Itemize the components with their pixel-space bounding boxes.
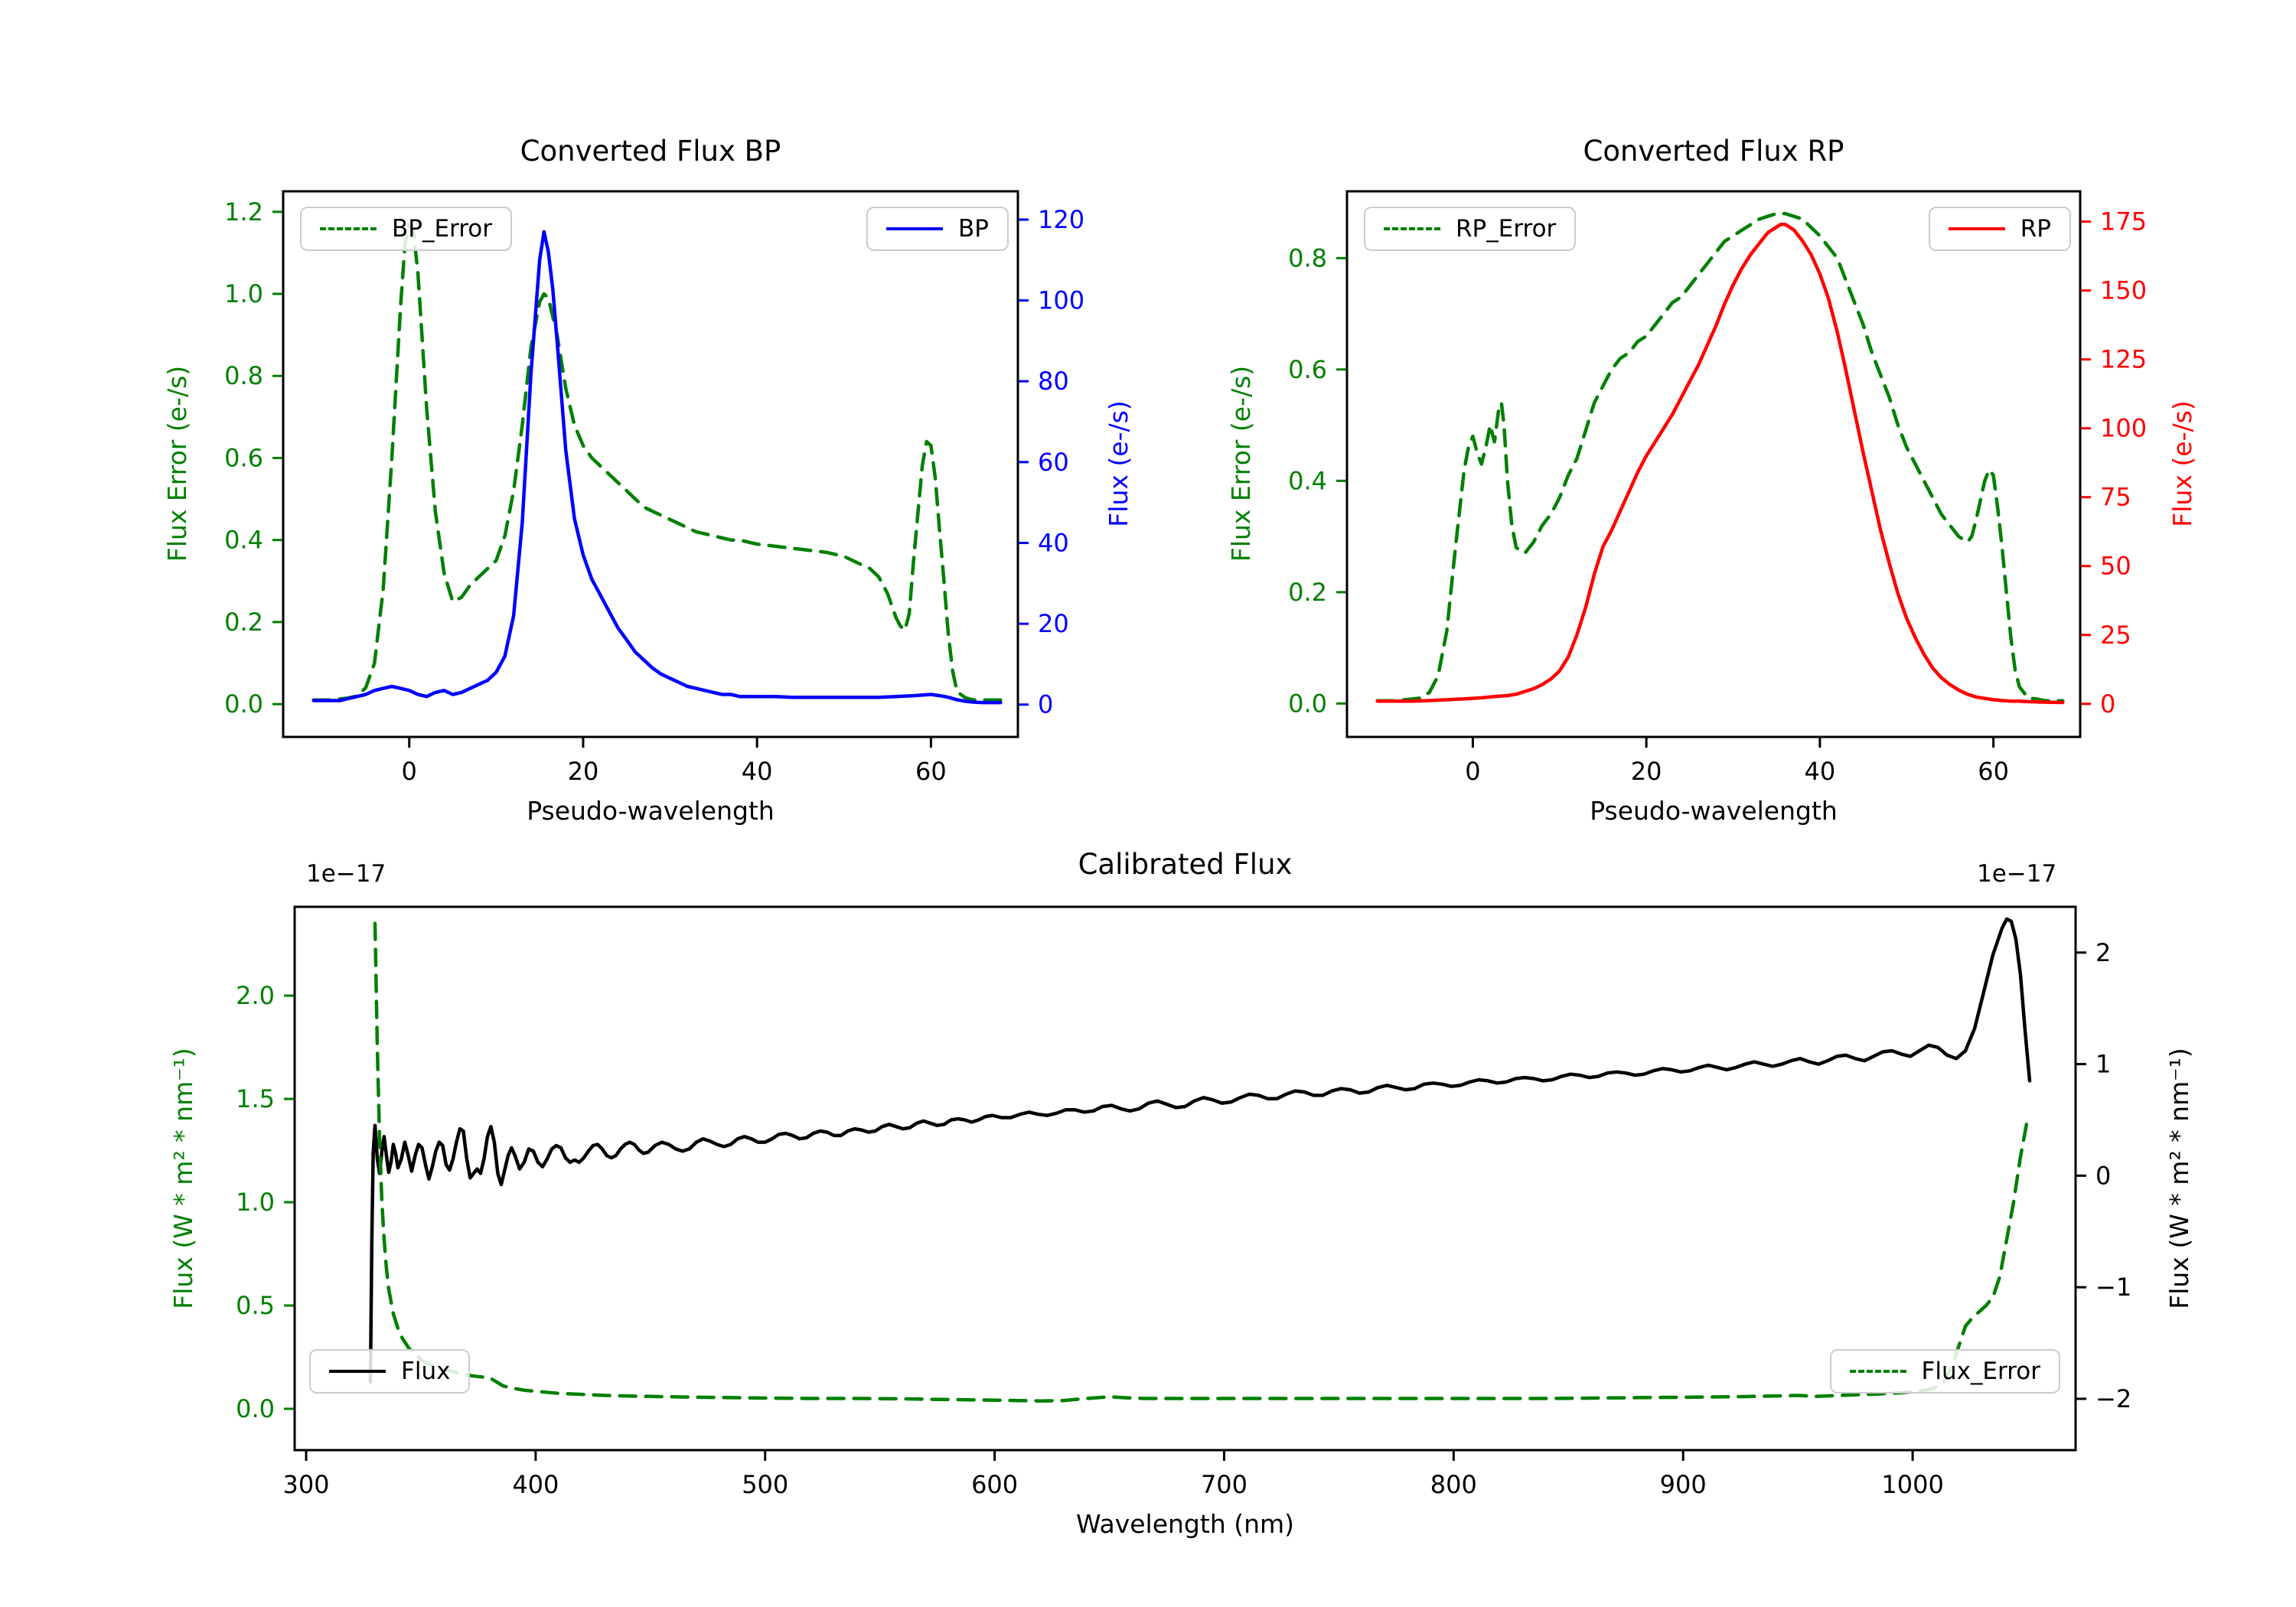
x-tick-label: 60 — [915, 757, 947, 786]
y-tick-label: 1.0 — [236, 1188, 275, 1217]
x-tick-label: 60 — [1978, 757, 2009, 786]
legend-rp-error: RP_Error — [1364, 207, 1577, 251]
legend-bp: BP — [866, 207, 1009, 251]
y-tick-label: 1.2 — [224, 197, 263, 227]
y-tick-label: 75 — [2100, 483, 2131, 512]
x-tick-label: 600 — [971, 1470, 1018, 1499]
y-tick-label: 0.0 — [236, 1394, 275, 1423]
chart-title-rp: Converted Flux RP — [1583, 135, 1844, 168]
chart-title-bp: Converted Flux BP — [520, 135, 781, 168]
legend-label: Flux_Error — [1921, 1358, 2041, 1385]
series-bp_error — [311, 222, 1003, 702]
y-tick-label: 0 — [2095, 1161, 2111, 1190]
y-tick-label: 50 — [2100, 552, 2131, 581]
y-tick-label: 60 — [1038, 448, 1069, 477]
series-bp — [311, 230, 1003, 705]
ylabel-bp-right: Flux (e-/s) — [1104, 400, 1133, 527]
offset-text-right: 1e−17 — [1977, 860, 2057, 888]
y-tick-label: −1 — [2095, 1273, 2131, 1302]
y-tick-label: 100 — [1038, 286, 1084, 315]
x-tick-label: 500 — [742, 1470, 788, 1499]
x-tick-label: 300 — [282, 1470, 329, 1499]
ylabel-calibrated-left: Flux (W * m² * nm⁻¹) — [168, 1048, 198, 1309]
offset-text-left: 1e−17 — [306, 860, 386, 888]
y-tick-label: 150 — [2100, 276, 2147, 305]
y-tick-label: 0 — [2100, 689, 2115, 719]
legend-flux: Flux — [309, 1349, 471, 1393]
y-tick-label: 120 — [1038, 205, 1084, 234]
ylabel-rp-left: Flux Error (e-/s) — [1226, 365, 1256, 562]
legend-label: RP_Error — [1456, 215, 1557, 243]
y-tick-label: −2 — [2095, 1384, 2131, 1413]
y-tick-label: 125 — [2100, 345, 2147, 374]
x-tick-label: 20 — [568, 757, 599, 786]
legend-line-solid-black — [329, 1370, 386, 1373]
series-rp_error — [1375, 211, 2065, 702]
legend-flux-error: Flux_Error — [1829, 1349, 2060, 1393]
y-tick-label: 1.5 — [236, 1084, 275, 1113]
ylabel-calibrated-right: Flux (W * m² * nm⁻¹) — [2164, 1048, 2194, 1309]
x-tick-label: 900 — [1660, 1470, 1707, 1499]
legend-bp-error: BP_Error — [300, 207, 513, 251]
plot-frame — [293, 905, 2077, 1452]
x-tick-label: 1000 — [1881, 1470, 1943, 1499]
plot-frame — [282, 190, 1019, 738]
x-tick-label: 800 — [1430, 1470, 1477, 1499]
y-tick-label: 0.8 — [1288, 243, 1327, 272]
legend-line-solid-red — [1948, 227, 2005, 230]
y-tick-label: 0.4 — [1288, 466, 1327, 495]
x-tick-label: 700 — [1201, 1470, 1247, 1499]
legend-line-dashed-green — [320, 227, 377, 230]
legend-label: BP — [958, 215, 989, 243]
y-tick-label: 100 — [2100, 414, 2147, 443]
y-tick-label: 175 — [2100, 207, 2147, 236]
ylabel-rp-right: Flux (e-/s) — [2167, 400, 2197, 527]
y-tick-label: 40 — [1038, 528, 1069, 557]
x-tick-label: 20 — [1631, 757, 1662, 786]
chart-title-calibrated: Calibrated Flux — [1078, 848, 1293, 881]
y-tick-label: 0.6 — [224, 443, 263, 472]
y-tick-label: 2.0 — [236, 981, 275, 1010]
x-tick-label: 0 — [402, 757, 417, 786]
y-tick-label: 2 — [2095, 938, 2111, 967]
y-tick-label: 0.5 — [236, 1291, 275, 1320]
series-rp — [1375, 222, 2065, 705]
y-tick-label: 1.0 — [224, 279, 263, 308]
y-tick-label: 0.4 — [224, 526, 263, 555]
y-tick-label: 0.0 — [1288, 689, 1327, 718]
legend-label: Flux — [401, 1358, 451, 1385]
y-tick-label: 0 — [1038, 690, 1053, 719]
y-tick-label: 25 — [2100, 621, 2131, 650]
series-flux — [368, 917, 2032, 1384]
y-tick-label: 80 — [1038, 367, 1069, 396]
legend-line-dashed-green — [1384, 227, 1440, 230]
y-tick-label: 1 — [2095, 1050, 2111, 1079]
y-tick-label: 0.8 — [224, 361, 263, 390]
series-flux_error — [373, 921, 2030, 1403]
y-tick-label: 0.2 — [1288, 578, 1327, 607]
y-tick-label: 0.0 — [224, 689, 263, 719]
xlabel-calibrated: Wavelength (nm) — [1075, 1509, 1295, 1539]
legend-line-solid-blue — [886, 227, 944, 230]
x-tick-label: 40 — [742, 757, 773, 786]
y-tick-label: 20 — [1038, 609, 1069, 638]
x-tick-label: 0 — [1465, 757, 1480, 786]
plot-frame — [1345, 190, 2082, 738]
y-tick-label: 0.6 — [1288, 355, 1327, 384]
x-tick-label: 400 — [512, 1470, 559, 1499]
y-tick-label: 0.2 — [224, 608, 263, 637]
x-tick-label: 40 — [1805, 757, 1836, 786]
legend-label: BP_Error — [392, 215, 493, 243]
ylabel-bp-left: Flux Error (e-/s) — [162, 365, 192, 562]
xlabel-rp: Pseudo-wavelength — [1590, 796, 1838, 826]
legend-line-dashed-green — [1849, 1370, 1906, 1373]
legend-label: RP — [2020, 215, 2051, 243]
legend-rp: RP — [1928, 207, 2071, 251]
xlabel-bp: Pseudo-wavelength — [527, 796, 775, 826]
